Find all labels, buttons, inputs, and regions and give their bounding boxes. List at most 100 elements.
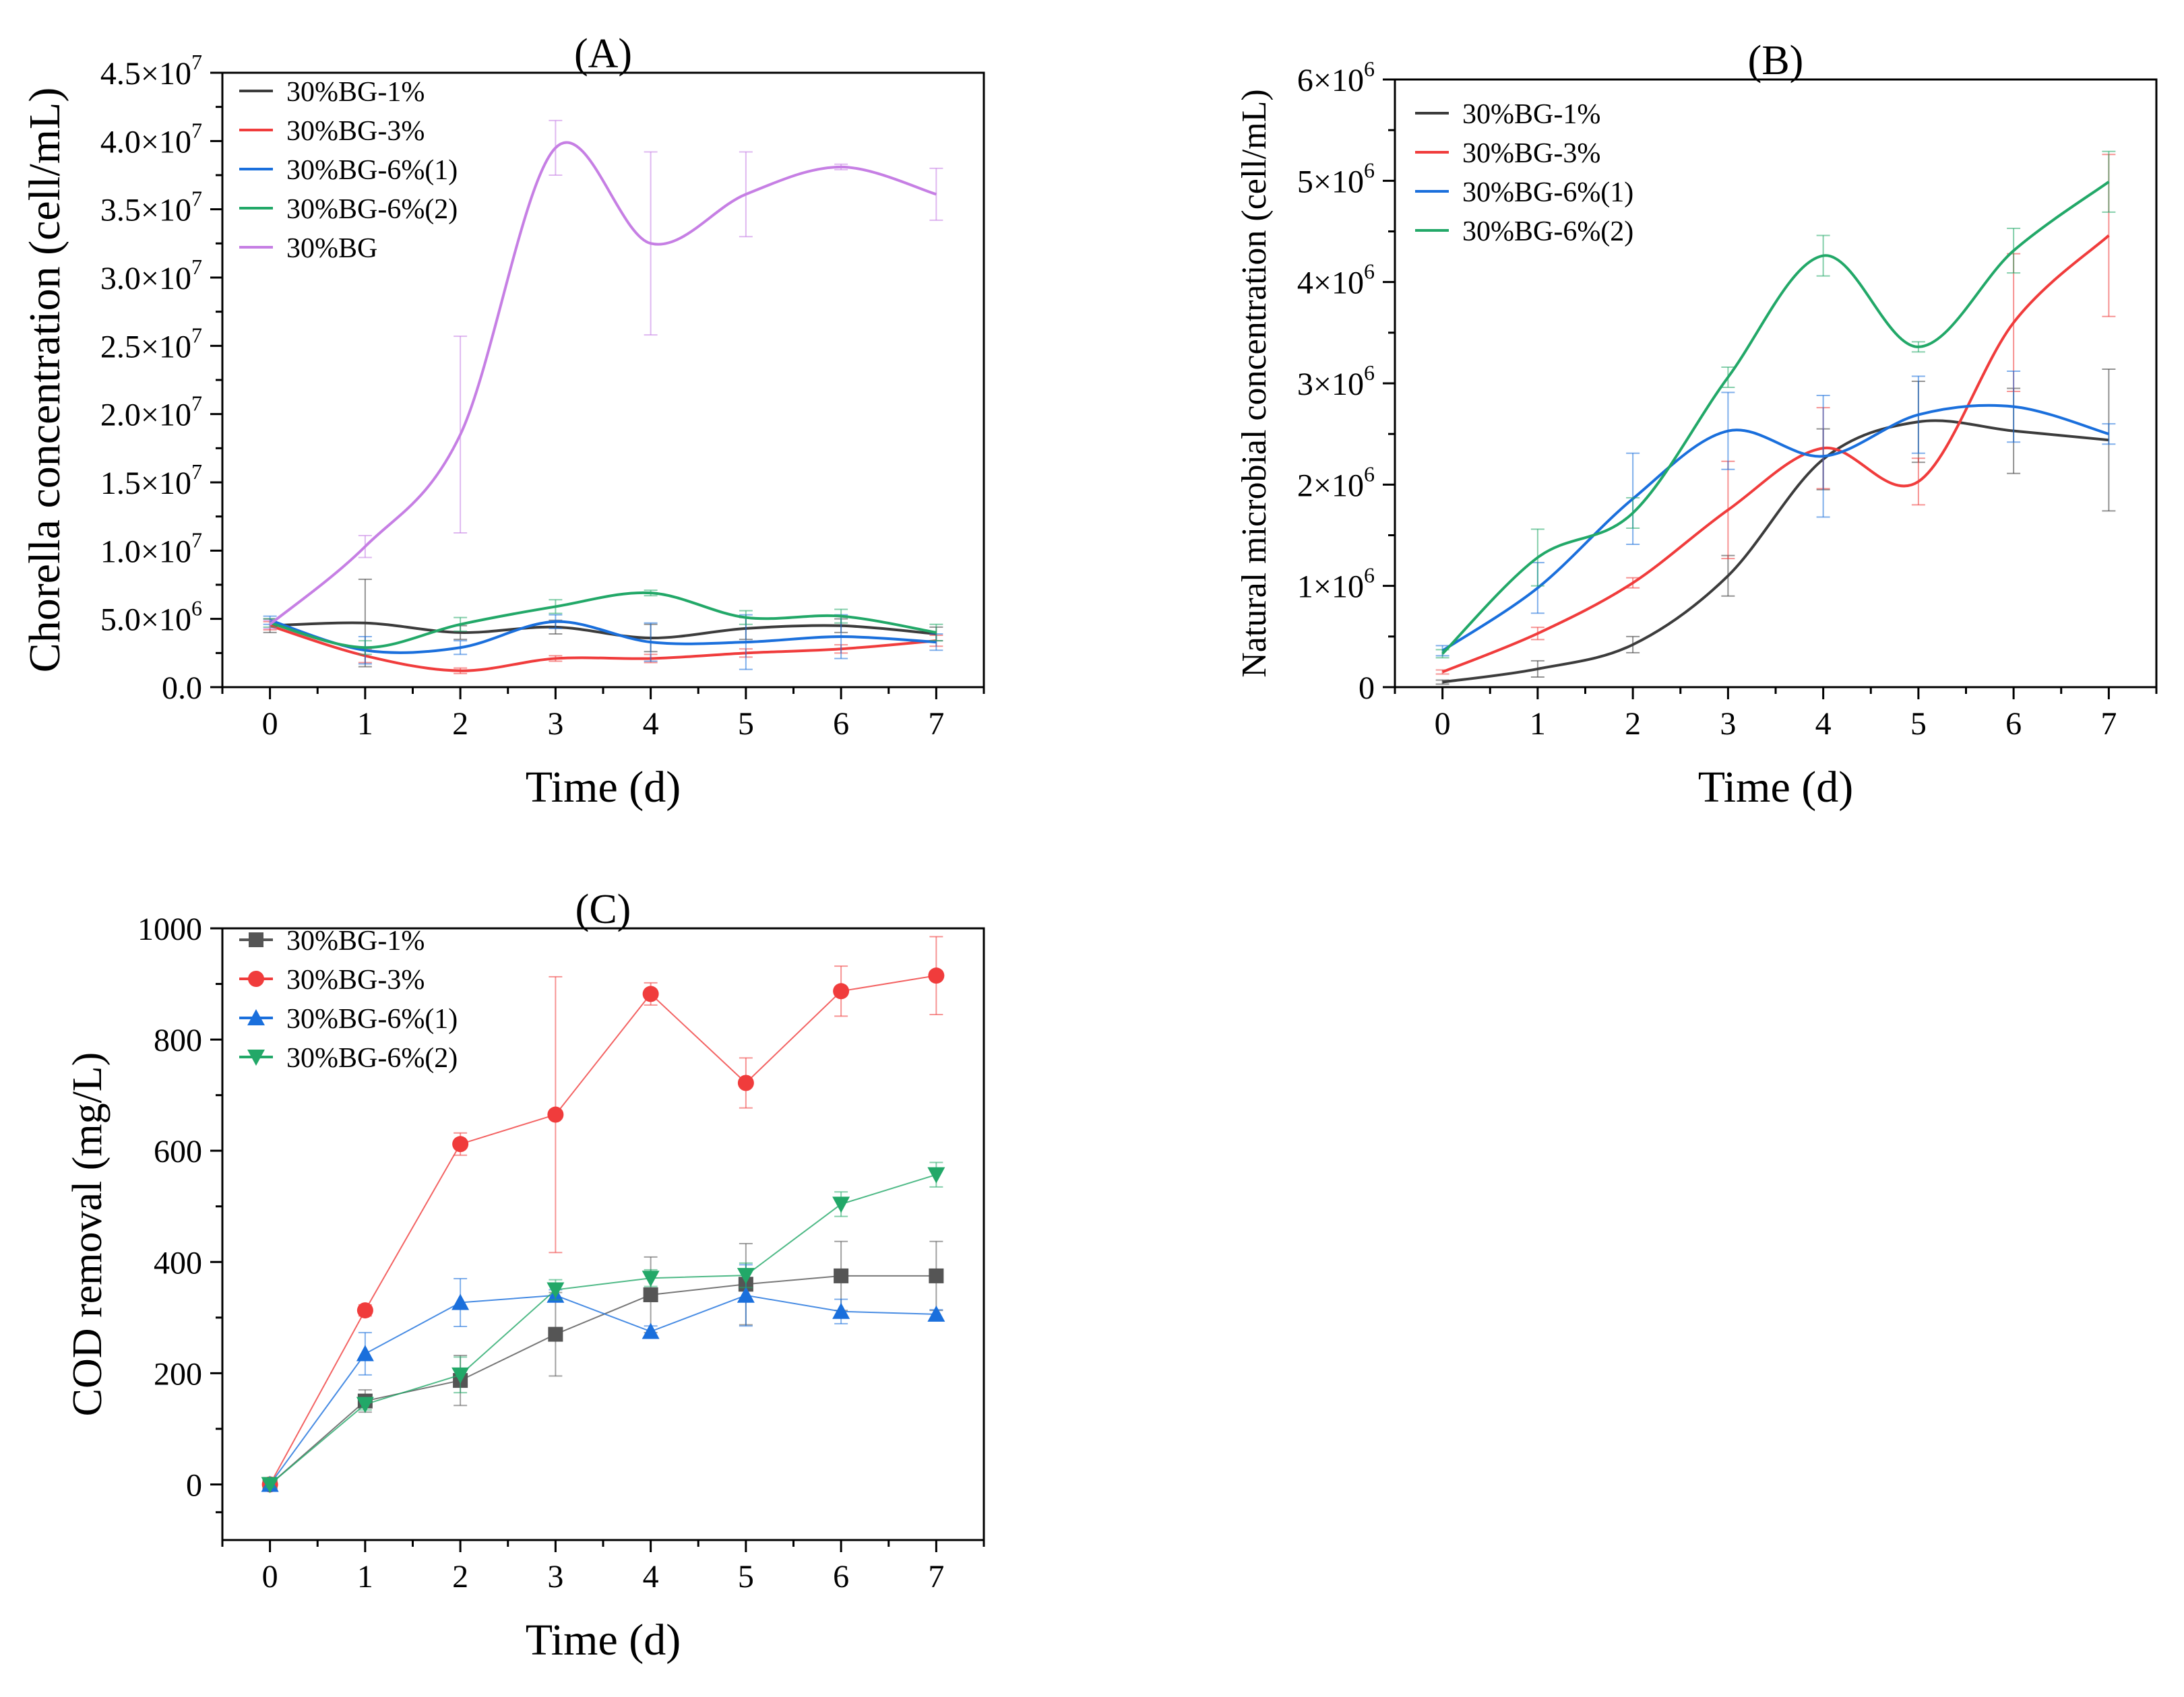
legend-marker [249,932,263,947]
panel-title: (C) [575,887,631,932]
series-30pctbg-6pct-2 [263,589,943,655]
x-tick-label: 5 [738,1559,754,1595]
y-tick-label: 2.0×107 [100,391,202,433]
series-line [270,624,937,672]
y-tick-label: 600 [154,1134,202,1170]
legend-label: 30%BG-3% [286,965,425,996]
data-point [737,1268,755,1285]
legend-marker [248,971,264,987]
series-line [269,1275,937,1485]
y-tick-label: 3.0×107 [100,255,202,296]
data-point [547,1282,565,1299]
y-tick-label: 5×106 [1297,158,1375,199]
y-tick-label: 200 [154,1356,202,1392]
x-tick-label: 2 [452,1559,468,1595]
x-tick-label: 6 [833,706,849,742]
panel-title: (A) [574,31,632,77]
x-tick-label: 4 [643,706,659,742]
x-tick-label: 7 [928,1559,944,1595]
x-tick-label: 0 [1435,706,1451,742]
data-point [927,1305,945,1322]
series-line [269,141,937,626]
y-tick-label: 0.0 [162,670,202,706]
x-tick-label: 3 [1720,706,1736,742]
data-point [547,1106,564,1123]
series-line [1441,404,2109,652]
x-axis-label: Time (d) [526,1615,681,1665]
y-tick-label: 400 [154,1245,202,1281]
y-axis-label: COD removal (mg/L) [65,1052,111,1417]
data-point [834,1268,849,1283]
legend-label: 30%BG-6%(1) [1462,177,1633,208]
data-point [451,1367,470,1384]
legend-label: 30%BG-3% [286,116,425,147]
series-30pctbg-1pct [1435,368,2116,685]
x-tick-label: 4 [643,1559,659,1595]
series-line [269,975,937,1485]
data-point [737,1286,755,1303]
x-tick-label: 3 [547,1559,563,1595]
y-tick-label: 3.5×107 [100,187,202,228]
y-tick-label: 1×106 [1297,563,1375,605]
panel-a: 0 1 2 3 4 5 6 7 0.0 5.0×106 1.0×107 1.5×107 2.0×107 2… [20,31,985,812]
legend-label: 30%BG [286,233,377,264]
legend-label: 30%BG-1% [1462,99,1600,130]
data-point [548,1326,563,1342]
series-line [1442,419,2109,684]
series-line [1441,234,2110,674]
x-tick-label: 0 [262,1559,278,1595]
x-axis-label: Time (d) [526,763,681,812]
y-tick-label: 1000 [137,911,202,947]
x-tick-label: 6 [2005,706,2022,742]
data-point [832,1196,850,1213]
data-point [929,1268,944,1283]
series-30pctbg-6pct-2 [261,1161,945,1494]
data-point [737,1075,754,1091]
y-tick-label: 0 [186,1467,202,1503]
data-point [643,1287,658,1302]
legend-label: 30%BG-6%(2) [286,194,458,225]
data-point [452,1136,469,1153]
y-tick-label: 4×106 [1297,259,1375,301]
series-line [270,591,937,649]
x-tick-label: 5 [1910,706,1927,742]
y-tick-label: 0 [1359,670,1375,706]
x-tick-label: 1 [357,706,373,742]
y-axis-label: Chorella concentration (cell/mL) [20,88,69,673]
x-tick-label: 4 [1815,706,1832,742]
series-line [270,621,937,640]
series-30pctbg [263,119,943,629]
data-point [927,1167,945,1184]
y-tick-label: 800 [154,1023,202,1058]
data-point [642,986,659,1002]
x-tick-label: 6 [833,1559,849,1595]
series-line [269,1294,937,1485]
data-point [451,1293,470,1310]
y-tick-label: 2×106 [1297,461,1375,503]
y-tick-label: 5.0×106 [100,596,202,638]
x-tick-label: 5 [738,706,754,742]
legend-label: 30%BG-6%(1) [286,155,458,186]
data-point [833,983,850,1000]
panel-title: (B) [1748,38,1804,84]
x-tick-label: 7 [2100,706,2117,742]
data-point [356,1345,374,1362]
legend-label: 30%BG-1% [286,926,425,957]
legend-label: 30%BG-6%(1) [286,1004,458,1035]
y-tick-label: 4.5×107 [100,50,202,92]
data-point [832,1302,850,1319]
legend-label: 30%BG-6%(2) [286,1043,458,1074]
legend-label: 30%BG-1% [286,77,425,108]
panel-c: 0 1 2 3 4 5 6 7 0 200 400 600 800 1000 (C) Time (d) COD … [65,887,985,1665]
legend-label: 30%BG-3% [1462,138,1600,169]
data-point [642,1271,660,1287]
x-tick-label: 2 [1625,706,1641,742]
y-tick-label: 3×106 [1297,360,1375,402]
x-axis-label: Time (d) [1698,763,1853,812]
y-tick-label: 2.5×107 [100,323,202,364]
legend-label: 30%BG-6%(2) [1462,216,1633,247]
y-tick-label: 6×106 [1297,57,1375,98]
series-line [269,1174,937,1485]
x-tick-label: 7 [928,706,944,742]
series-30pctbg-6pct-2 [1435,150,2116,659]
